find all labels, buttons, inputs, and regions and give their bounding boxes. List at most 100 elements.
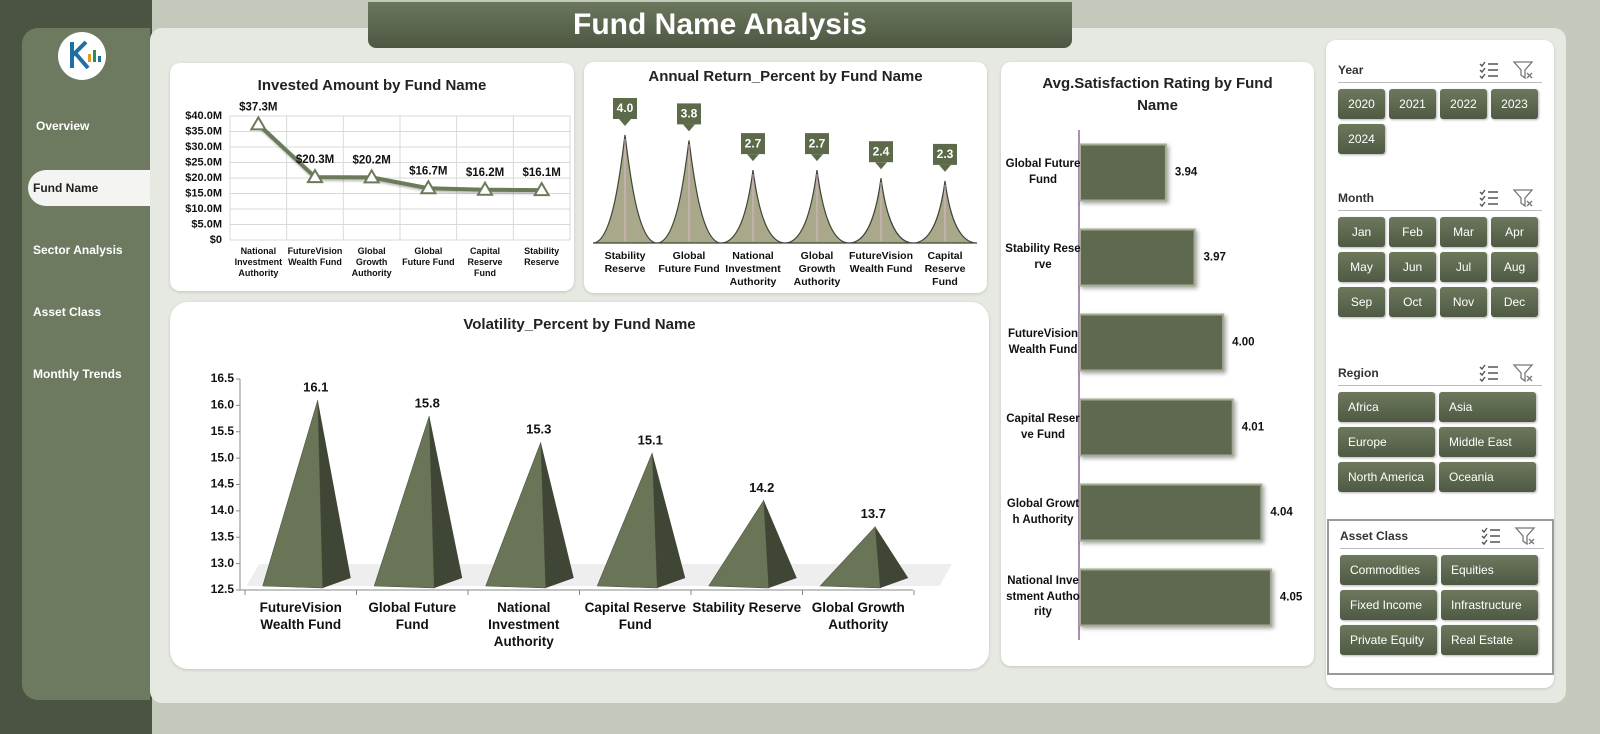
- slicer-button[interactable]: Real Estate: [1441, 625, 1538, 655]
- x-tick-label: FutureVision Wealth Fund: [849, 250, 913, 275]
- chart-title: Avg.Satisfaction Rating by Fund Name: [1042, 75, 1273, 114]
- y-tick-label: 12.5: [211, 582, 235, 596]
- label-box: [933, 143, 957, 165]
- label-box: [869, 141, 893, 163]
- pyramid-front: [485, 442, 547, 589]
- chart-title: Annual Return_Percent by Fund Name: [648, 68, 923, 85]
- clear-filter-icon[interactable]: [1512, 364, 1534, 383]
- logo: [58, 32, 106, 80]
- slicer-button[interactable]: Sep: [1338, 287, 1385, 317]
- slicer-button[interactable]: Oceania: [1439, 462, 1536, 492]
- slicer-button[interactable]: Africa: [1338, 392, 1435, 422]
- slicer-button[interactable]: Equities: [1441, 555, 1538, 585]
- title-banner: Fund Name Analysis: [368, 2, 1072, 48]
- slicer-button[interactable]: Jun: [1389, 252, 1436, 282]
- y-tick-label: $0: [210, 234, 222, 246]
- slicer-button[interactable]: Oct: [1389, 287, 1436, 317]
- line: [256, 122, 542, 193]
- value-label: 4.04: [1270, 507, 1293, 519]
- slicer-button[interactable]: Private Equity: [1340, 625, 1437, 655]
- y-tick-label: $5.0M: [191, 218, 222, 230]
- label-arrow: [875, 162, 887, 170]
- y-tick-label: 15.5: [211, 424, 235, 438]
- chart-title: Volatility_Percent by Fund Name: [463, 316, 696, 333]
- x-tick-label: Capital Reserve Fund: [584, 600, 686, 632]
- slicer-button[interactable]: Asia: [1439, 392, 1536, 422]
- slicer-button[interactable]: Nov: [1440, 287, 1487, 317]
- slicer-title: Asset Class: [1340, 529, 1409, 543]
- slicer-button[interactable]: Jul: [1440, 252, 1487, 282]
- y-tick-label: 15.0: [211, 450, 235, 464]
- multi-select-icon[interactable]: [1479, 61, 1498, 80]
- value-label: $16.1M: [522, 167, 560, 179]
- pyramid-front: [596, 452, 658, 589]
- slicer-divider: [1338, 210, 1542, 211]
- y-tick-label: Stability Reserve: [1005, 243, 1081, 271]
- y-tick-label: 13.5: [211, 529, 235, 543]
- slicer-button[interactable]: Aug: [1491, 252, 1538, 282]
- value-label: 4.0: [617, 101, 634, 115]
- slicer-button[interactable]: 2022: [1440, 89, 1487, 119]
- pyramid-side: [429, 415, 463, 588]
- multi-select-icon[interactable]: [1479, 189, 1498, 208]
- clear-filter-icon[interactable]: [1514, 527, 1536, 546]
- x-tick-label: Global Future Fund: [368, 600, 457, 632]
- chart: $0 $5.0M $10.0M $15.0M $20.0M $25.0M $30.0M $35…: [185, 101, 571, 246]
- clear-filter-icon[interactable]: [1512, 189, 1534, 208]
- slicer-button[interactable]: 2023: [1491, 89, 1538, 119]
- slicer-button[interactable]: Fixed Income: [1340, 590, 1437, 620]
- marker: [476, 180, 494, 196]
- slicer-button[interactable]: North America: [1338, 462, 1435, 492]
- value-label: 14.2: [749, 480, 774, 495]
- slicer-button[interactable]: Infrastructure: [1441, 590, 1538, 620]
- nav-item[interactable]: Fund Name: [28, 170, 150, 206]
- value-label: 16.1: [303, 380, 328, 395]
- value-label: 4.01: [1242, 422, 1265, 434]
- slicer-button[interactable]: 2021: [1389, 89, 1436, 119]
- chart: 3.94 3.97 4.00 4.01 4.04 4.05: [1078, 130, 1303, 640]
- value-label: 2.3: [937, 147, 954, 161]
- nav-item[interactable]: Sector Analysis: [33, 243, 123, 257]
- slicer-button[interactable]: 2020: [1338, 89, 1385, 119]
- pyramid-front: [708, 499, 770, 589]
- y-tick-label: $35.0M: [185, 125, 222, 137]
- slicer-button[interactable]: Jan: [1338, 217, 1385, 247]
- label-arrow: [939, 164, 951, 172]
- marker: [249, 115, 268, 131]
- value-label: 15.3: [526, 422, 551, 437]
- slicer-button[interactable]: May: [1338, 252, 1385, 282]
- slicer-title: Month: [1338, 191, 1374, 205]
- slicer-button[interactable]: Mar: [1440, 217, 1487, 247]
- multi-select-icon[interactable]: [1481, 527, 1500, 546]
- y-tick-label: $25.0M: [185, 156, 222, 168]
- slicer-icons: [1479, 364, 1534, 383]
- pyramid-front: [373, 415, 435, 589]
- slicer-button[interactable]: Commodities: [1340, 555, 1437, 585]
- bar: [1079, 313, 1225, 372]
- x-tick-label: Capital Reserve Fund: [467, 246, 503, 278]
- slicer-button[interactable]: Apr: [1491, 217, 1538, 247]
- x-tick-label: National Investment Authority: [725, 250, 781, 288]
- chart-panel: 3.94 3.97 4.00 4.01 4.04 4.05 Avg.Satisfactio…: [1001, 62, 1314, 666]
- slicer-button[interactable]: Europe: [1338, 427, 1435, 457]
- x-tick-label: FutureVision Wealth Fund: [259, 600, 342, 632]
- label-box: [741, 133, 765, 155]
- multi-select-icon[interactable]: [1479, 364, 1498, 383]
- clear-filter-icon[interactable]: [1512, 61, 1534, 80]
- value-label: $16.2M: [466, 167, 504, 179]
- slicer-button[interactable]: 2024: [1338, 124, 1385, 154]
- nav-item[interactable]: Asset Class: [33, 305, 102, 319]
- chart-title: Invested Amount by Fund Name: [257, 77, 487, 94]
- y-tick-label: $10.0M: [185, 203, 222, 215]
- chart-panel: 12.5 13.0 13.5 14.0 14.5 15.0 15.5 16.0 16.5 16.1…: [170, 302, 989, 669]
- pyramid-side: [763, 500, 797, 588]
- slicer-icons: [1481, 527, 1536, 546]
- nav-item[interactable]: Monthly Trends: [33, 367, 122, 381]
- nav-item[interactable]: Overview: [36, 119, 90, 133]
- slicer-button[interactable]: Middle East: [1439, 427, 1536, 457]
- x-tick-label: National Investment Authority: [488, 600, 560, 649]
- slicer-button[interactable]: Feb: [1389, 217, 1436, 247]
- y-tick-label: $40.0M: [185, 110, 222, 122]
- slicer-button[interactable]: Dec: [1491, 287, 1538, 317]
- nav-panel: [22, 28, 150, 700]
